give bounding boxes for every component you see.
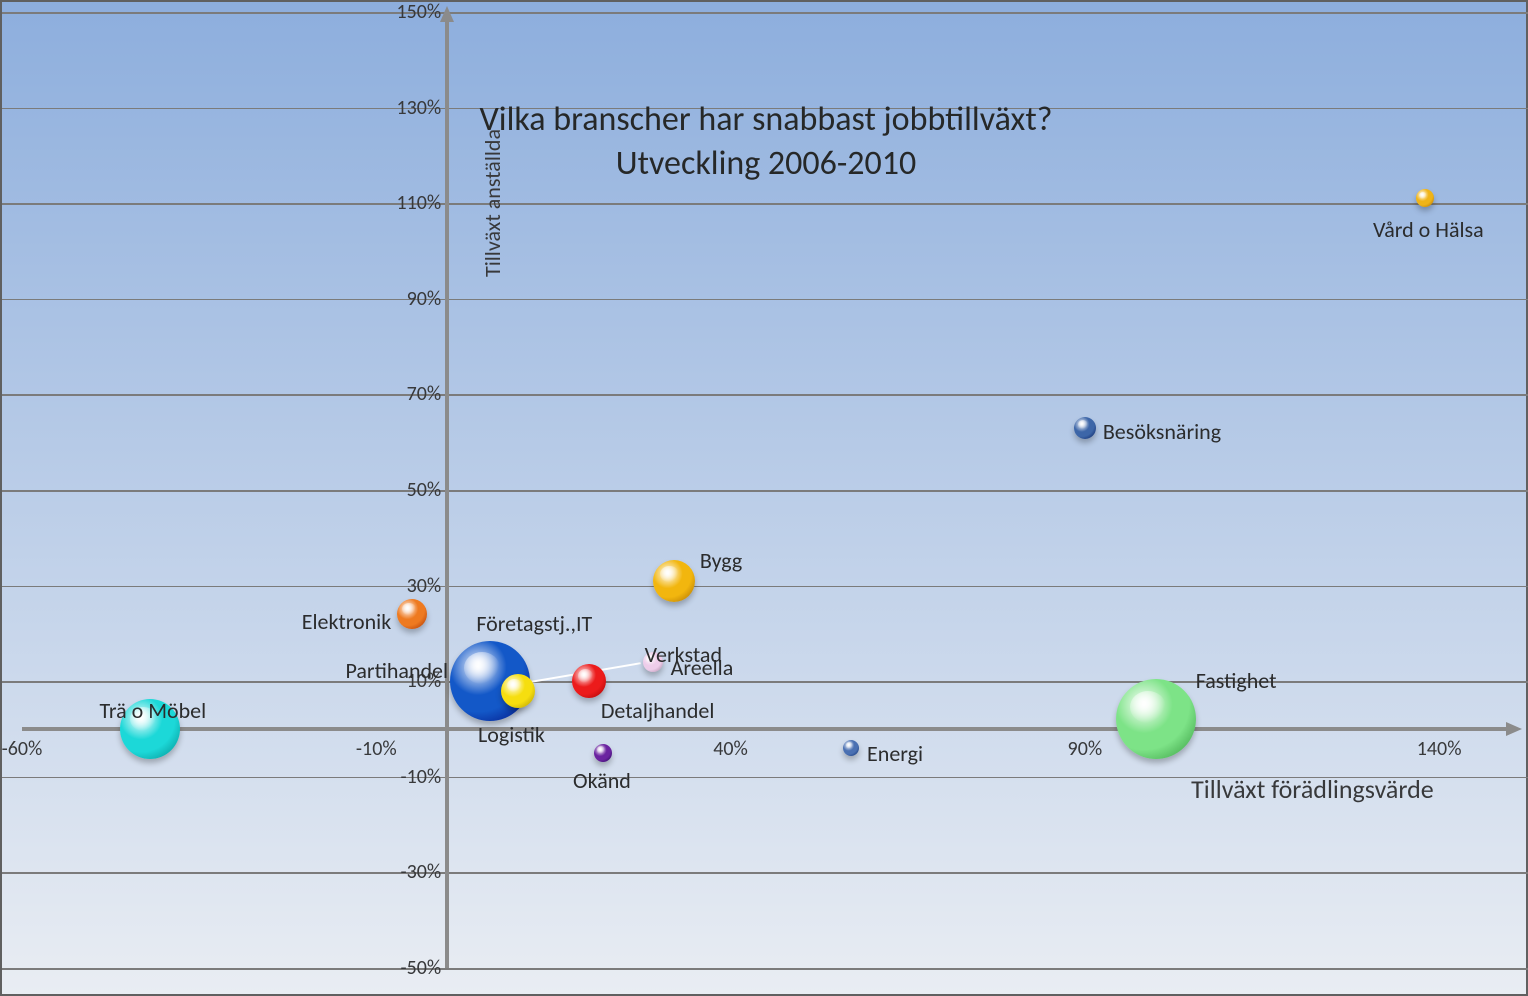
y-tick-label: -10% (400, 765, 441, 789)
bubble-elektronik (397, 599, 427, 629)
y-gridline (2, 12, 1528, 14)
bubble-label: Areella (671, 654, 734, 681)
y-gridline (2, 203, 1528, 205)
bubble-label: Energi (867, 740, 923, 767)
y-gridline (2, 394, 1528, 396)
bubble-ok-nd (594, 744, 612, 762)
y-gridline (2, 681, 1528, 683)
bubble-label: Fastighet (1196, 667, 1277, 694)
bubble-label: Detaljhandel (601, 697, 715, 724)
x-tick-label: -10% (356, 737, 397, 761)
y-tick-label: 30% (407, 574, 442, 598)
x-axis-line (22, 727, 1510, 731)
y-gridline (2, 299, 1528, 301)
y-gridline (2, 872, 1528, 874)
y-tick-label: 70% (407, 382, 442, 406)
bubble-label: Trä o Möbel (100, 697, 207, 724)
y-tick-label: 110% (396, 191, 441, 215)
x-axis-title: Tillväxt förädlingsvärde (1191, 773, 1434, 805)
bubble-label: Elektronik (302, 608, 392, 635)
bubble-bygg (653, 560, 695, 602)
x-tick-label: 90% (1068, 737, 1103, 761)
y-axis-title: Tillväxt anställda (479, 129, 506, 277)
bubble-label: Vård o Hälsa (1373, 216, 1484, 243)
chart-title-line1: Vilka branscher har snabbast jobbtillväx… (479, 99, 1052, 140)
x-tick-label: 140% (1417, 737, 1462, 761)
bubble-bes-ksn-ring (1074, 417, 1096, 439)
x-axis-arrow (1506, 722, 1522, 736)
bubble-detaljhandel (572, 664, 606, 698)
y-gridline (2, 490, 1528, 492)
bubble-energi (843, 740, 859, 756)
y-tick-label: 50% (407, 478, 442, 502)
y-tick-label: 130% (396, 96, 441, 120)
y-tick-label: 90% (407, 287, 442, 311)
bubble-label: Partihandel (345, 657, 448, 684)
bubble-v-rd-o-h-lsa (1416, 189, 1434, 207)
bubble-logistik (501, 674, 535, 708)
bubble-fastighet (1116, 679, 1196, 759)
bubble-label: Bygg (700, 547, 742, 574)
x-tick-label: -60% (2, 737, 43, 761)
bubble-label: Okänd (573, 767, 631, 794)
y-tick-label: 150% (396, 0, 441, 24)
y-axis-arrow (440, 6, 454, 22)
y-gridline (2, 586, 1528, 588)
y-tick-label: -30% (400, 860, 441, 884)
chart-title: Vilka branscher har snabbast jobbtillväx… (436, 98, 1096, 186)
bubble-label: Företagstj.,IT (476, 610, 592, 637)
y-tick-label: -50% (400, 956, 441, 980)
y-gridline (2, 968, 1528, 970)
bubble-chart: -50%-30%-10%10%30%50%70%90%110%130%150%-… (0, 0, 1528, 996)
bubble-label: Besöksnäring (1103, 418, 1221, 445)
chart-title-line2: Utveckling 2006-2010 (616, 143, 916, 184)
bubble-label: Logistik (478, 721, 545, 748)
x-tick-label: 40% (713, 737, 748, 761)
